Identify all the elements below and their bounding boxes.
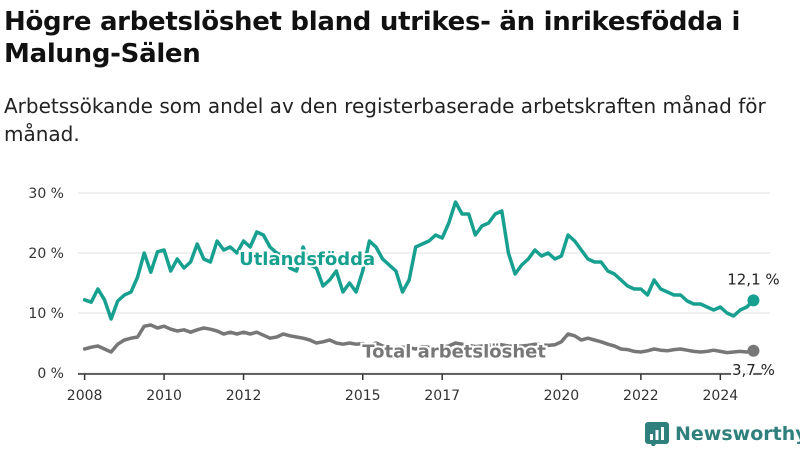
series-line-0 (82, 200, 756, 321)
grid-lines (78, 192, 770, 374)
series-labels: 12,1 % 3,7 % Utlandsfödda Total arbetslöshe… (237, 247, 782, 381)
x-tick-label: 2024 (703, 388, 739, 404)
x-tick-label: 2022 (623, 388, 659, 404)
newsworthy-logo: Newsworthy (645, 420, 800, 448)
y-tick-label: 30 % (28, 186, 64, 202)
y-tick-label: 0 % (37, 366, 64, 382)
y-tick-label: 10 % (28, 306, 64, 322)
brand-name: Newsworthy (675, 423, 800, 445)
series-name-label-0: Utlandsfödda (239, 249, 375, 270)
chart-subtitle: Arbetssökande som andel av den registerb… (4, 94, 766, 146)
series-end-label-0: 12,1 % (727, 270, 779, 288)
series-end-point-1 (747, 344, 760, 357)
series-end-point-0 (747, 294, 760, 307)
x-tick-label: 2008 (67, 388, 103, 404)
series-end-label-1: 3,7 % (732, 361, 775, 379)
series-lines (82, 200, 760, 357)
x-tick-label: 2020 (544, 388, 580, 404)
y-tick-label: 20 % (28, 246, 64, 262)
chart-title: Högre arbetslöshet bland utrikes- än inr… (4, 7, 741, 69)
x-tick-label: 2010 (146, 388, 182, 404)
x-tick-label: 2015 (345, 388, 381, 404)
x-axis: 2008 2010 2012 2015 2017 2020 2022 2024 (67, 373, 770, 404)
series-line-1 (82, 323, 756, 355)
x-tick-label: 2017 (424, 388, 460, 404)
series-name-label-1: Total arbetslöshet (362, 341, 546, 362)
bar-chart-logo-icon (645, 422, 669, 446)
x-tick-label: 2012 (226, 388, 262, 404)
y-axis-ticks: 0 % 10 % 20 % 30 % (28, 186, 64, 382)
